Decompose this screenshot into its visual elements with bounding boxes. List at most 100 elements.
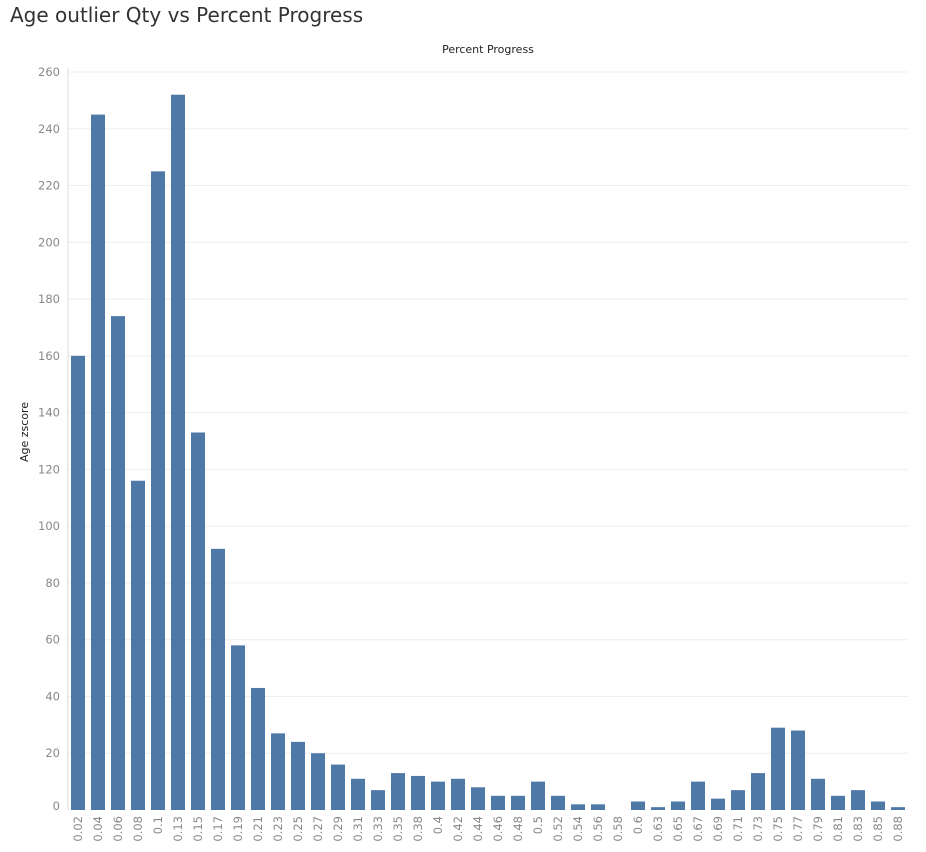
bar-0.85[interactable] [871, 801, 885, 810]
x-tick-label: 0.52 [551, 816, 565, 842]
x-tick-label: 0.1 [151, 816, 165, 834]
bar-0.67[interactable] [691, 781, 705, 810]
bar-0.81[interactable] [831, 795, 845, 810]
y-tick-label: 180 [38, 292, 60, 306]
x-axis-title: Percent Progress [442, 43, 534, 56]
x-tick-label: 0.13 [171, 816, 185, 842]
x-tick-label: 0.25 [291, 816, 305, 842]
bar-0.31[interactable] [351, 778, 365, 810]
bar-0.15[interactable] [191, 432, 205, 810]
bar-0.25[interactable] [291, 741, 305, 810]
y-tick-label: 100 [38, 519, 60, 533]
x-tick-label: 0.19 [231, 816, 245, 842]
x-axis-ticks: 0.02 0.04 0.06 0.08 0.1 0.13 0.15 0.17 0.19 0.21 0… [71, 816, 905, 842]
x-tick-label: 0.44 [471, 816, 485, 842]
x-tick-label: 0.42 [451, 816, 465, 842]
x-tick-label: 0.33 [371, 816, 385, 842]
x-tick-label: 0.04 [91, 816, 105, 842]
x-tick-label: 0.85 [871, 816, 885, 842]
bar-0.63[interactable] [651, 807, 665, 810]
bar-0.23[interactable] [271, 733, 285, 810]
bars [71, 94, 905, 811]
bar-0.83[interactable] [851, 790, 865, 810]
bar-0.38[interactable] [411, 775, 425, 810]
bar-0.06[interactable] [111, 316, 125, 810]
bar-0.77[interactable] [791, 730, 805, 810]
bar-0.21[interactable] [251, 687, 265, 810]
y-tick-label: 20 [45, 746, 60, 760]
y-tick-label: 160 [38, 349, 60, 363]
y-tick-label: 120 [38, 462, 60, 476]
x-tick-label: 0.65 [671, 816, 685, 842]
y-tick-label: 200 [38, 235, 60, 249]
y-tick-label: 140 [38, 406, 60, 420]
bar-0.54[interactable] [571, 804, 585, 810]
page-title: Age outlier Qty vs Percent Progress [10, 3, 364, 27]
x-tick-label: 0.23 [271, 816, 285, 842]
x-tick-label: 0.38 [411, 816, 425, 842]
y-tick-label: 80 [45, 576, 60, 590]
bar-0.04[interactable] [91, 114, 105, 810]
x-tick-label: 0.81 [831, 816, 845, 842]
bar-0.48[interactable] [511, 795, 525, 810]
x-tick-label: 0.56 [591, 816, 605, 842]
x-tick-label: 0.79 [811, 816, 825, 842]
bar-0.33[interactable] [371, 790, 385, 810]
y-tick-label: 220 [38, 179, 60, 193]
bar-0.13[interactable] [171, 94, 185, 810]
bar-0.29[interactable] [331, 764, 345, 810]
bar-0.88[interactable] [891, 807, 905, 810]
x-tick-label: 0.5 [531, 816, 545, 834]
x-tick-label: 0.69 [711, 816, 725, 842]
x-tick-label: 0.02 [71, 816, 85, 842]
bar-0.1[interactable] [151, 171, 165, 811]
x-tick-label: 0.48 [511, 816, 525, 842]
x-tick-label: 0.21 [251, 816, 265, 842]
x-tick-label: 0.73 [751, 816, 765, 842]
x-tick-label: 0.29 [331, 816, 345, 842]
x-tick-label: 0.58 [611, 816, 625, 842]
y-axis-title: Age zscore [18, 402, 31, 462]
bar-0.35[interactable] [391, 773, 405, 810]
bar-0.02[interactable] [71, 355, 85, 810]
bar-0.56[interactable] [591, 804, 605, 810]
x-tick-label: 0.88 [891, 816, 905, 842]
bar-0.69[interactable] [711, 798, 725, 810]
bar-0.71[interactable] [731, 790, 745, 810]
bar-0.6[interactable] [631, 801, 645, 810]
bar-0.42[interactable] [451, 778, 465, 810]
bar-0.52[interactable] [551, 795, 565, 810]
bar-0.4[interactable] [431, 781, 445, 810]
bar-0.46[interactable] [491, 795, 505, 810]
x-tick-label: 0.27 [311, 816, 325, 842]
bar-0.19[interactable] [231, 645, 245, 810]
bar-0.73[interactable] [751, 773, 765, 810]
bar-0.65[interactable] [671, 801, 685, 810]
x-tick-label: 0.75 [771, 816, 785, 842]
x-tick-label: 0.67 [691, 816, 705, 842]
x-tick-label: 0.4 [431, 816, 445, 834]
bar-0.5[interactable] [531, 781, 545, 810]
bar-0.75[interactable] [771, 727, 785, 810]
x-tick-label: 0.63 [651, 816, 665, 842]
bar-0.44[interactable] [471, 787, 485, 810]
bar-0.27[interactable] [311, 753, 325, 810]
x-tick-label: 0.17 [211, 816, 225, 842]
x-tick-label: 0.46 [491, 816, 505, 842]
x-tick-label: 0.54 [571, 816, 585, 842]
x-tick-label: 0.83 [851, 816, 865, 842]
y-axis-ticks: 0 20 40 60 80 100 120 140 160 180 200 220 240 260 [38, 65, 60, 813]
x-tick-label: 0.31 [351, 816, 365, 842]
gridlines [68, 71, 908, 754]
y-tick-label: 0 [53, 799, 60, 813]
x-tick-label: 0.08 [131, 816, 145, 842]
x-tick-label: 0.71 [731, 816, 745, 842]
bar-0.79[interactable] [811, 778, 825, 810]
y-tick-label: 40 [45, 689, 60, 703]
bar-0.08[interactable] [131, 480, 145, 810]
x-tick-label: 0.35 [391, 816, 405, 842]
x-tick-label: 0.77 [791, 816, 805, 842]
x-tick-label: 0.6 [631, 816, 645, 834]
bar-0.17[interactable] [211, 548, 225, 810]
